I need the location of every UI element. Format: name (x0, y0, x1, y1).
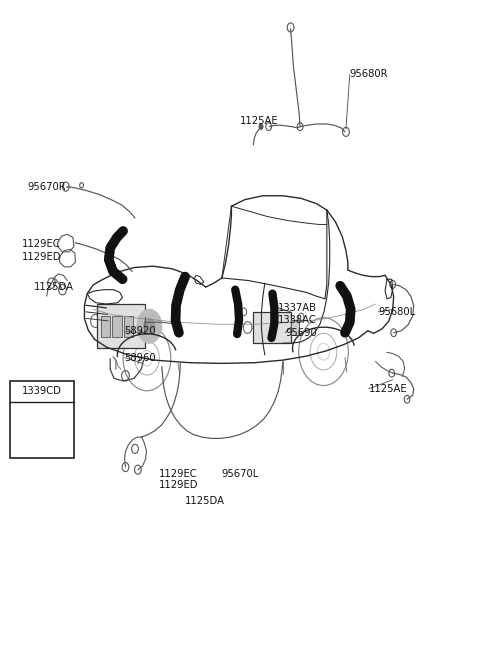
Text: 1337AB: 1337AB (278, 303, 317, 313)
Bar (290, 320, 299, 335)
Text: 1129ED: 1129ED (22, 252, 61, 262)
Text: 95680L: 95680L (378, 307, 416, 317)
Text: 1129EC: 1129EC (22, 239, 60, 249)
Bar (101, 316, 110, 337)
Text: 58960: 58960 (124, 352, 156, 362)
Bar (97, 304, 144, 348)
Text: 1339CD: 1339CD (22, 386, 62, 396)
Bar (10, 381, 74, 458)
Bar (123, 316, 133, 337)
Bar (112, 316, 121, 337)
Text: 1338AC: 1338AC (278, 315, 317, 326)
Circle shape (259, 124, 263, 129)
Circle shape (137, 309, 162, 343)
Text: 1125DA: 1125DA (34, 282, 74, 292)
Text: 1129ED: 1129ED (159, 480, 198, 491)
Circle shape (39, 426, 45, 434)
Text: 95690: 95690 (285, 328, 317, 338)
Text: 1125AE: 1125AE (369, 384, 408, 394)
Text: 95670R: 95670R (28, 181, 66, 192)
Text: 95670L: 95670L (221, 468, 258, 479)
Text: 58920: 58920 (124, 326, 156, 337)
Bar (253, 312, 290, 343)
Text: 1129EC: 1129EC (159, 468, 197, 479)
Circle shape (144, 318, 155, 334)
Text: 95680R: 95680R (350, 69, 388, 79)
Text: 1125DA: 1125DA (185, 496, 225, 506)
Text: 1125AE: 1125AE (240, 117, 278, 126)
